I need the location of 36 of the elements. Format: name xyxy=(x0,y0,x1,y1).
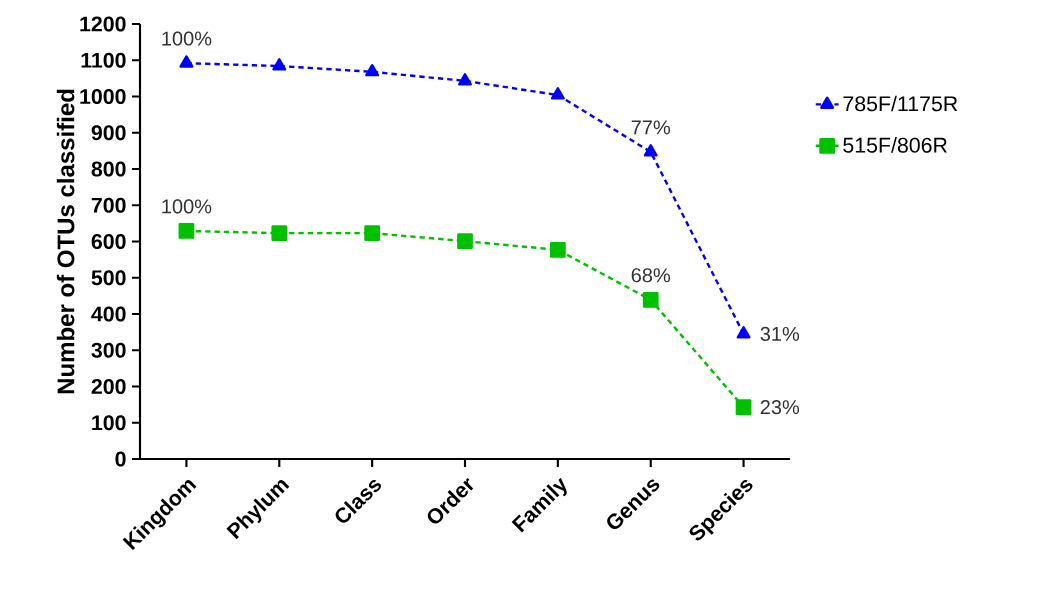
point xyxy=(549,241,566,258)
point xyxy=(642,291,659,308)
point xyxy=(179,55,194,68)
annotation: 31% xyxy=(760,326,800,341)
y-tick-label: 900 xyxy=(91,125,126,141)
annotation: 68% xyxy=(631,268,670,283)
y-tick-label: 300 xyxy=(91,342,126,358)
point xyxy=(272,58,287,71)
y-tick-label: 1000 xyxy=(80,88,126,105)
point xyxy=(457,233,473,249)
point xyxy=(550,87,565,100)
point xyxy=(364,225,381,242)
y-tick-label: 700 xyxy=(91,197,126,213)
y-axis-title: Number of OTUs classified xyxy=(56,89,75,394)
point xyxy=(458,73,472,86)
legend-label: 785F/1175R xyxy=(843,95,958,112)
y-tick-label: 400 xyxy=(91,306,126,322)
point xyxy=(735,399,752,416)
point xyxy=(643,144,658,157)
y-tick-label: 1100 xyxy=(81,52,126,68)
point xyxy=(271,225,288,242)
annotation: 100% xyxy=(162,31,212,46)
point xyxy=(178,223,195,239)
annotation: 100% xyxy=(162,199,212,214)
y-tick-label: 500 xyxy=(91,270,126,286)
point xyxy=(736,326,751,339)
y-tick-label: 600 xyxy=(91,233,126,250)
y-tick-label: 100 xyxy=(92,415,126,431)
point xyxy=(365,63,380,77)
legend-label: 515F/806R xyxy=(843,137,947,153)
y-tick-label: 0 xyxy=(115,451,126,467)
y-tick-label: 1200 xyxy=(80,16,126,32)
annotation: 23% xyxy=(760,400,800,415)
y-tick-label: 200 xyxy=(91,378,126,395)
annotation: 77% xyxy=(631,120,670,135)
y-tick-label: 800 xyxy=(91,161,126,177)
